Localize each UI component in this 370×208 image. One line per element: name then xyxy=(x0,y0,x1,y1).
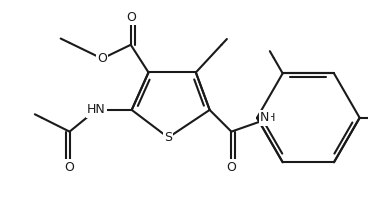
Text: O: O xyxy=(65,161,74,174)
Text: N: N xyxy=(260,111,270,124)
Text: HN: HN xyxy=(87,103,105,116)
Text: O: O xyxy=(97,52,107,65)
Text: O: O xyxy=(126,11,136,24)
Text: S: S xyxy=(164,131,172,144)
Text: H: H xyxy=(267,113,275,123)
Text: O: O xyxy=(226,161,236,174)
